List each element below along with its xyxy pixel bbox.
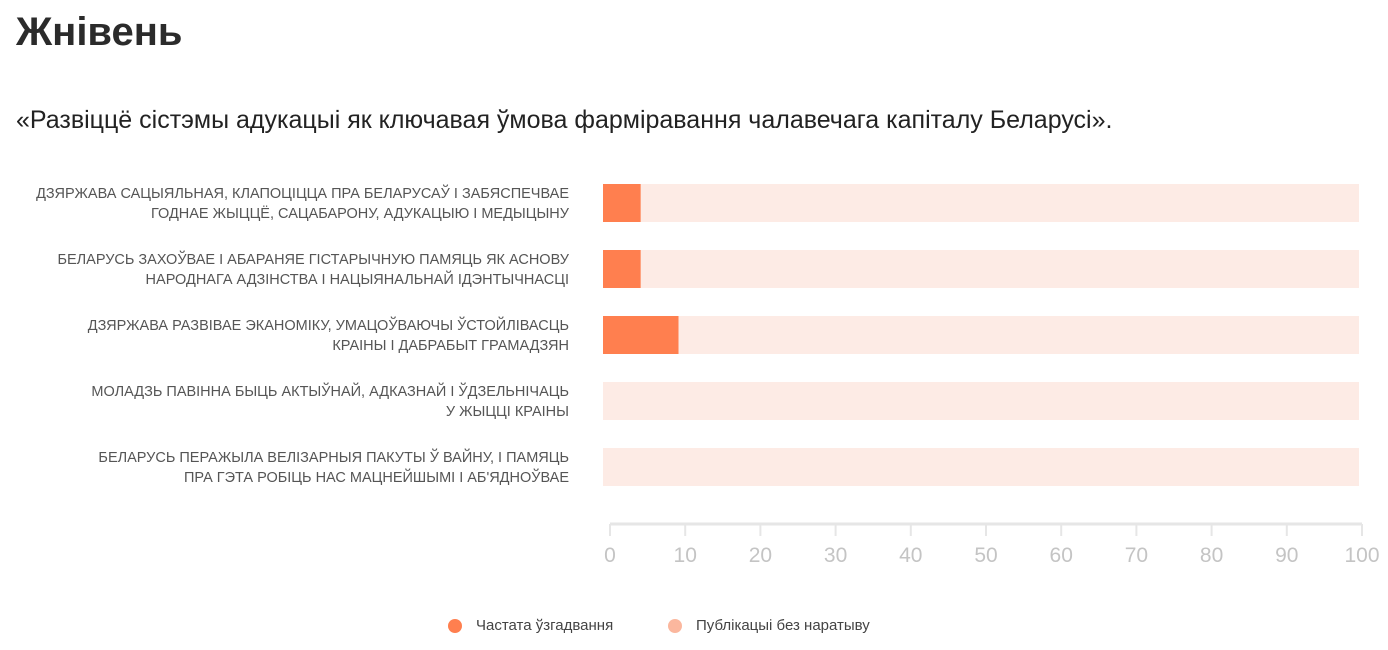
- legend-item-no-narrative[interactable]: Публікацыі без наратыву: [668, 617, 870, 634]
- bar-mentions: [603, 250, 641, 288]
- x-tick-label: 30: [824, 544, 847, 567]
- legend-item-mentions[interactable]: Частата ўзгадвання: [448, 617, 613, 634]
- legend-swatch-icon: [668, 618, 682, 633]
- bar-no-narrative: [640, 250, 1359, 288]
- bar-mentions: [603, 184, 641, 222]
- bar-no-narrative: [603, 382, 1359, 420]
- category-label: ГОДНАЕ ЖЫЦЦЁ, САЦАБАРОНУ, АДУКАЦЫЮ І МЕД…: [151, 205, 570, 222]
- category-label: У ЖЫЦЦІ КРАІНЫ: [446, 404, 569, 420]
- category-label: НАРОДНАГА АДЗІНСТВА І НАЦЫЯНАЛЬНАЙ ІДЭНТ…: [146, 270, 569, 288]
- bar-no-narrative: [640, 184, 1359, 222]
- x-tick-label: 60: [1050, 544, 1073, 567]
- legend-label: Частата ўзгадвання: [476, 617, 614, 634]
- category-label: МОЛАДЗЬ ПАВІННА БЫЦЬ АКТЫЎНАЙ, АДКАЗНАЙ …: [91, 382, 569, 400]
- x-tick-label: 10: [674, 544, 697, 567]
- x-tick-label: 0: [604, 544, 616, 567]
- chart-legend: Частата ўзгадвання Публікацыі без нараты…: [0, 617, 1388, 639]
- x-tick-label: 40: [899, 544, 922, 567]
- bar-no-narrative: [678, 316, 1359, 354]
- x-tick-label: 20: [749, 544, 772, 567]
- x-tick-label: 90: [1275, 544, 1298, 567]
- category-label: ДЗЯРЖАВА РАЗВІВАЕ ЭКАНОМІКУ, УМАЦОЎВАЮЧЫ…: [88, 316, 569, 334]
- category-label: БЕЛАРУСЬ ПЕРАЖЫЛА ВЕЛІЗАРНЫЯ ПАКУТЫ Ў ВА…: [98, 448, 569, 466]
- x-tick-label: 70: [1125, 544, 1148, 567]
- bar-mentions: [603, 316, 679, 354]
- x-tick-label: 100: [1344, 544, 1379, 567]
- bar-chart: ДЗЯРЖАВА САЦЫЯЛЬНАЯ, КЛАПОЦІЦЦА ПРА БЕЛА…: [36, 184, 1380, 567]
- legend-swatch-icon: [448, 618, 462, 633]
- category-label: КРАІНЫ І ДАБРАБЫТ ГРАМАДЗЯН: [332, 338, 569, 354]
- x-tick-label: 80: [1200, 544, 1223, 567]
- category-label: БЕЛАРУСЬ ЗАХОЎВАЕ І АБАРАНЯЕ ГІСТАРЫЧНУЮ…: [57, 250, 569, 268]
- chart-subtitle: «Развіццё сістэмы адукацыі як ключавая ў…: [16, 106, 1113, 134]
- legend-label: Публікацыі без наратыву: [696, 617, 870, 634]
- page-title: Жнівень: [16, 10, 183, 54]
- x-tick-label: 50: [974, 544, 997, 567]
- category-label: ПРА ГЭТА РОБІЦЬ НАС МАЦНЕЙШЫМІ І АБ'ЯДНО…: [184, 468, 569, 486]
- bar-no-narrative: [603, 448, 1359, 486]
- category-label: ДЗЯРЖАВА САЦЫЯЛЬНАЯ, КЛАПОЦІЦЦА ПРА БЕЛА…: [36, 184, 569, 202]
